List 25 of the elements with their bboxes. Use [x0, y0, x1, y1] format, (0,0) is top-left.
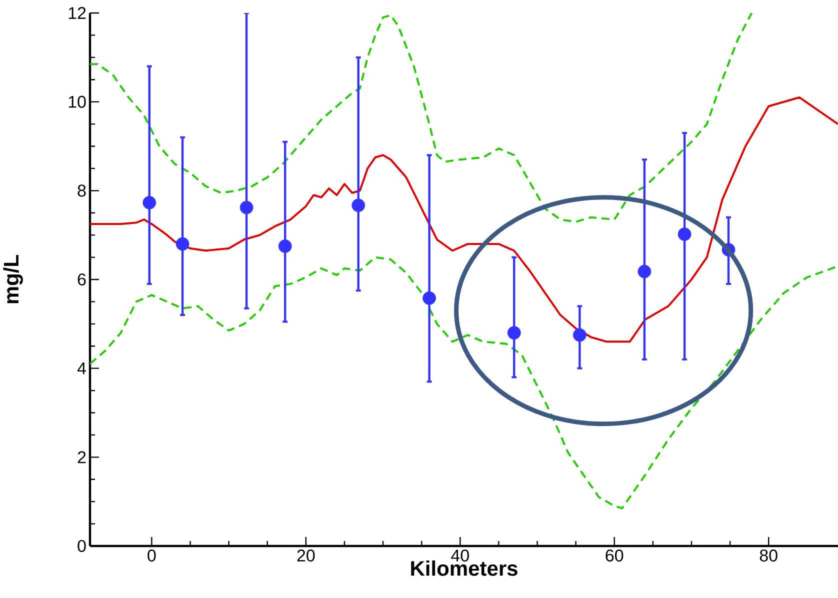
- y-axis-title: mg/L: [3, 255, 23, 304]
- x-axis-title: Kilometers: [411, 560, 518, 576]
- x-tick-label: 0: [148, 550, 156, 562]
- y-tick-label: 12: [68, 7, 86, 19]
- point: [176, 237, 190, 251]
- point: [240, 200, 254, 214]
- point: [422, 291, 436, 305]
- y-tick-label: 6: [78, 273, 86, 286]
- point: [352, 198, 366, 212]
- line-series: [90, 13, 753, 223]
- x-tick-label: 60: [606, 550, 624, 562]
- x-tick-label: 20: [297, 550, 315, 562]
- y-tick-label: 2: [78, 451, 86, 464]
- point: [278, 239, 292, 253]
- y-tick-label: 4: [77, 362, 86, 374]
- point: [678, 227, 692, 241]
- y-tick-label: 0: [78, 540, 86, 552]
- point: [638, 264, 652, 278]
- y-tick-label: 10: [68, 96, 86, 108]
- y-tick-label: 8: [78, 184, 86, 197]
- point: [142, 196, 156, 210]
- x-tick-label: 80: [760, 550, 778, 562]
- x-tick-label: 40: [451, 550, 469, 562]
- point: [507, 326, 521, 340]
- point: [572, 328, 586, 342]
